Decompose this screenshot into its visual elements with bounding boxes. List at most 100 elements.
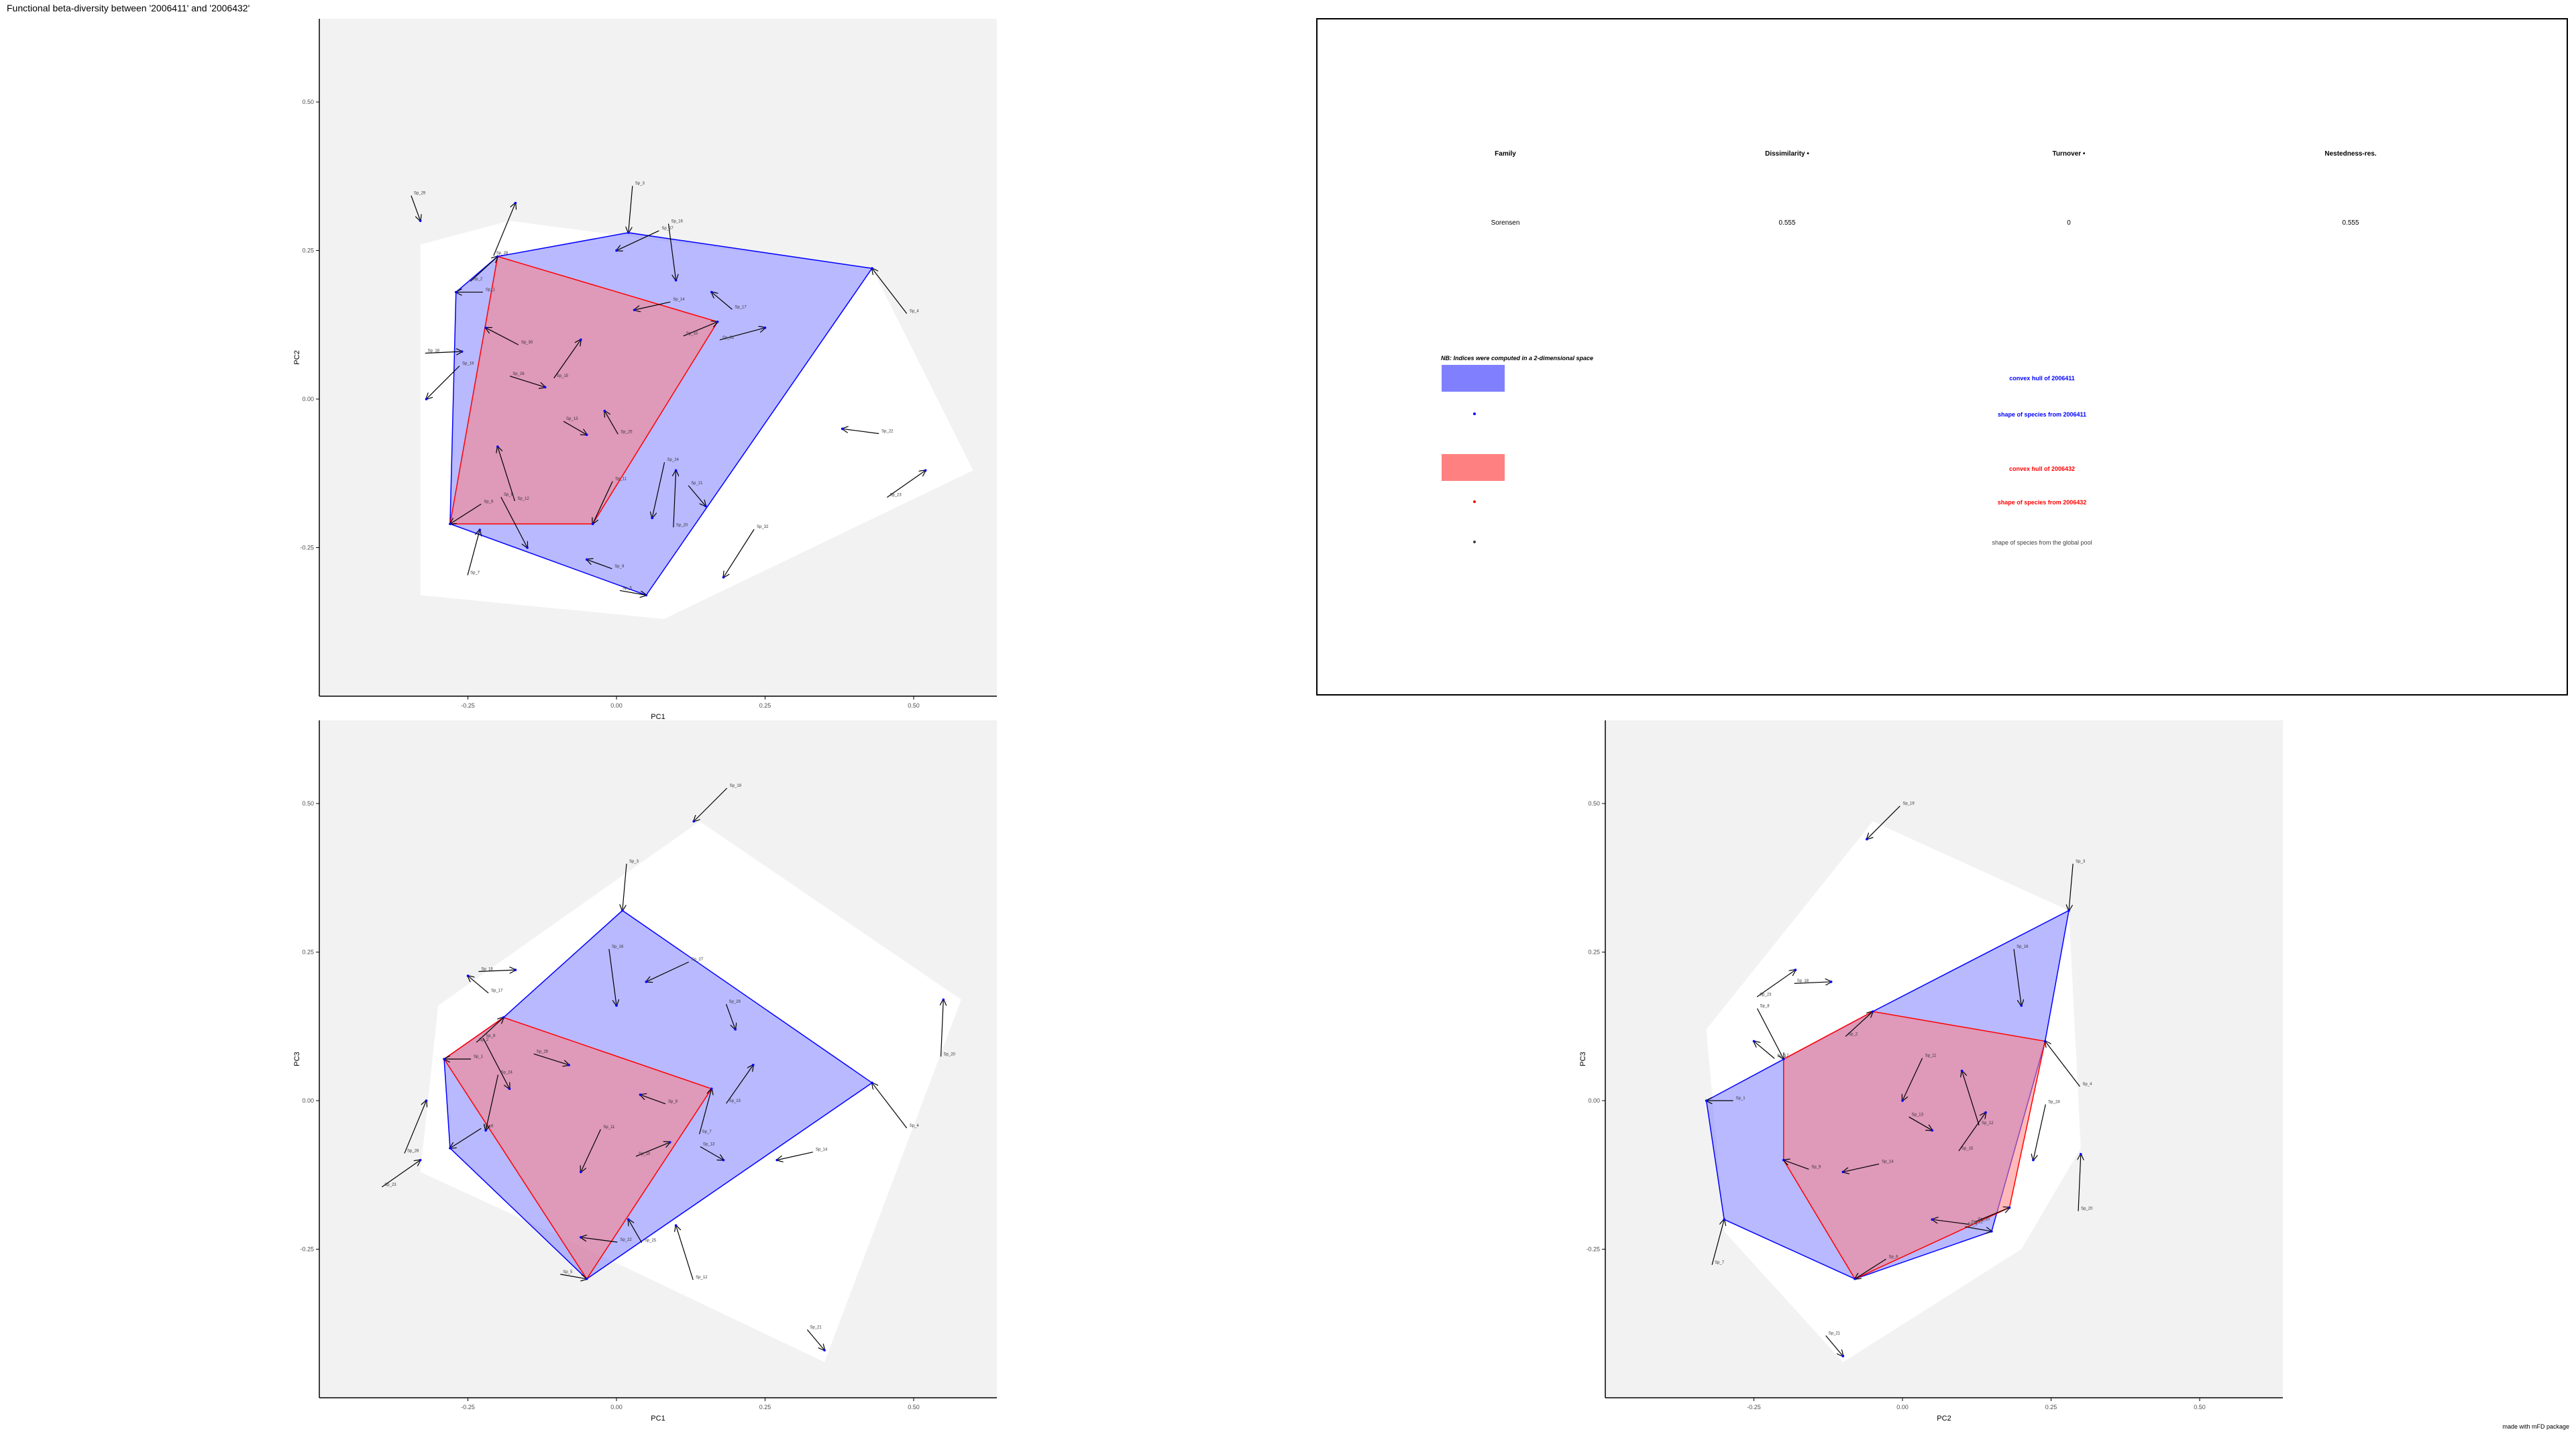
species-point (1705, 1099, 1708, 1102)
species-label: Sp_19 (730, 784, 742, 788)
species-point (1990, 1230, 1993, 1233)
species-arrow (426, 366, 460, 399)
species-point (1794, 969, 1797, 971)
species-arrow (1965, 1226, 1991, 1231)
species-point (668, 1141, 672, 1144)
x-tick-label: 0.00 (1896, 1404, 1909, 1411)
species-label: Sp_10 (1978, 1218, 1990, 1222)
species-point (443, 1058, 445, 1060)
x-tick-label: 0.25 (2045, 1404, 2057, 1411)
table-cell-nestedness: 0.555 (2342, 219, 2359, 227)
species-arrow (482, 1038, 509, 1089)
species-label: Sp_31 (722, 336, 735, 340)
species-point (734, 1028, 737, 1031)
species-label: Sp_13 (566, 417, 578, 421)
y-axis-label: PC2 (293, 350, 301, 364)
table-cell-dissimilarity: 0.555 (1778, 219, 1796, 227)
species-label: Sp_9 (668, 1100, 678, 1104)
species-arrow (468, 976, 489, 994)
species-arrow (1845, 1011, 1873, 1037)
species-label: Sp_5 (623, 586, 633, 590)
y-tick-label: 0.50 (302, 99, 314, 105)
species-label: Sp_26 (513, 372, 525, 376)
species-arrow (533, 1053, 569, 1065)
page-title: Functional beta-diversity between '20064… (7, 3, 250, 13)
table-cell-family: Sorensen (1491, 219, 1520, 227)
species-point (514, 201, 517, 205)
species-point (2043, 1040, 2047, 1043)
y-tick-label: 0.00 (302, 1097, 314, 1104)
species-point (704, 504, 707, 508)
species-label: Sp_16 (612, 945, 624, 949)
species-arrow (635, 301, 671, 310)
species-arrow (1756, 970, 1795, 997)
species-label: Sp_18 (481, 968, 493, 972)
species-point (615, 249, 618, 252)
species-label: Sp_3 (2076, 860, 2086, 864)
species-point (580, 338, 582, 341)
x-tick-label: -0.25 (1747, 1404, 1761, 1411)
species-label: Sp_23 (1760, 993, 1772, 997)
species-point (775, 1158, 778, 1162)
species-arrow (581, 1237, 618, 1243)
species-label: Sp_13 (703, 1143, 715, 1147)
species-label: Sp_8 (1760, 1005, 1770, 1009)
species-arrow (699, 1089, 712, 1135)
species-arrow (510, 376, 545, 388)
legend-swatch-asb1 (1442, 365, 1505, 392)
species-label: Sp_2 (473, 278, 483, 282)
species-point (484, 326, 487, 329)
species-label: Sp_23 (890, 493, 902, 497)
species-label: Sp_6 (484, 1124, 494, 1128)
legend-swatch-asb2 (1442, 454, 1505, 481)
x-axis-label: PC2 (1937, 1415, 1951, 1423)
species-point (425, 398, 428, 400)
species-label: Sp_20 (676, 523, 688, 527)
species-arrow (1711, 1219, 1724, 1265)
species-point (1841, 1170, 1845, 1174)
species-arrow (726, 1065, 753, 1104)
species-point (496, 445, 499, 448)
x-tick-label: -0.25 (461, 1404, 475, 1411)
species-arrow (719, 328, 765, 341)
legend-note: NB: Indices were computed in a 2-dimensi… (1441, 355, 1594, 362)
species-arrow (1909, 1116, 1933, 1130)
species-arrow (674, 470, 676, 528)
species-arrow (450, 504, 482, 524)
scatter-pc2-pc3: Sp_1 Sp_2 Sp_3 Sp_4 Sp_5 Sp_6 Sp_7 Sp_8 Sp_9 Sp_1… (1579, 720, 2283, 1423)
species-label: Sp_29 (414, 192, 426, 196)
x-tick-label: 0.25 (759, 702, 771, 709)
species-label: Sp_26 (537, 1050, 549, 1054)
species-arrow (629, 1219, 643, 1243)
species-point (2032, 1158, 2035, 1162)
species-label: Sp_18 (428, 349, 440, 353)
species-arrow (553, 339, 581, 379)
species-arrow (623, 863, 627, 911)
scatter-pc1-pc2: Sp_1 Sp_2 Sp_3 Sp_4 Sp_5 Sp_6 Sp_7 Sp_8 Sp_9 Sp_1… (293, 19, 997, 721)
species-label: Sp_7 (1715, 1261, 1725, 1265)
species-label: Sp_16 (2017, 945, 2029, 949)
species-arrow (604, 411, 619, 435)
species-label: Sp_24 (2048, 1101, 2060, 1105)
species-arrow (667, 223, 676, 280)
species-point (543, 386, 547, 389)
y-tick-label: 0.50 (302, 800, 314, 807)
legend-panel: Family Dissimilarity • Turnover • Nested… (1316, 18, 2568, 696)
y-axis-label: PC3 (293, 1052, 301, 1066)
species-label: Sp_25 (645, 1239, 657, 1243)
species-arrow (688, 485, 706, 506)
species-label: Sp_21 (810, 1325, 822, 1329)
species-point (942, 998, 945, 1001)
species-arrow (560, 1274, 586, 1279)
species-point (419, 1158, 422, 1162)
species-point (1854, 1278, 1856, 1280)
species-point (502, 1016, 505, 1019)
table-header-nestedness: Nestedness-res. (2324, 150, 2377, 158)
species-arrow (1932, 1219, 1969, 1225)
species-label: Sp_1 (474, 1055, 484, 1059)
species-arrow (941, 999, 944, 1057)
species-point (449, 1147, 451, 1150)
species-label: Sp_3 (635, 182, 645, 186)
species-arrow (806, 1329, 824, 1350)
species-arrow (1825, 1335, 1843, 1356)
